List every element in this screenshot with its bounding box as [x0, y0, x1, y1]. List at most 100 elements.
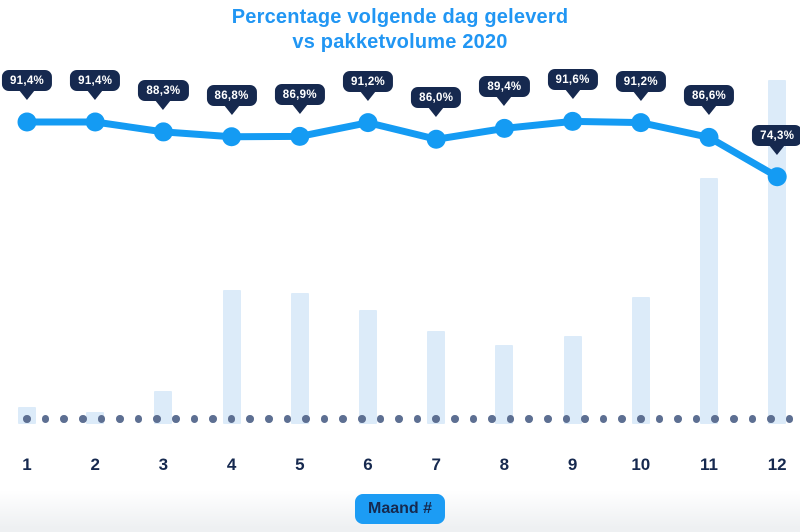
callout-value-label: 88,3%: [138, 79, 189, 101]
percentage-line: [23, 117, 781, 181]
callout-value-label: 86,0%: [411, 87, 462, 109]
baseline-dot: [190, 415, 199, 423]
baseline-dot: [711, 415, 719, 423]
value-callout-month-7: 86,0%: [411, 87, 462, 118]
baseline-dot: [376, 415, 385, 423]
baseline-dot: [358, 415, 366, 423]
baseline-dot: [23, 415, 31, 423]
value-callout-month-2: 91,4%: [70, 70, 121, 100]
baseline-dot: [227, 415, 236, 423]
volume-bar-month-5: [290, 293, 309, 424]
baseline-dot: [562, 415, 571, 423]
baseline-dot: [60, 415, 68, 423]
x-axis-label-month-1: 1: [22, 455, 32, 474]
value-callout-month-10: 91,2%: [615, 70, 666, 101]
value-callout-month-6: 91,2%: [342, 70, 394, 101]
x-axis-label-month-11: 11: [700, 455, 718, 474]
x-axis-label-month-3: 3: [158, 455, 169, 474]
baseline-dot: [451, 415, 459, 423]
data-point-month-4: [222, 127, 242, 147]
data-point-month-6: [358, 113, 378, 133]
baseline-dot: [785, 415, 794, 423]
baseline-dot: [246, 415, 254, 423]
baseline-dot: [637, 415, 645, 423]
baseline-dot: [748, 415, 757, 423]
x-axis-label-month-8: 8: [499, 455, 510, 474]
callout-tail: [359, 90, 376, 101]
data-point-month-11: [699, 127, 719, 147]
volume-bar-month-9: [563, 336, 582, 424]
callout-tail: [564, 89, 581, 100]
callout-tail: [223, 104, 240, 115]
baseline-dot: [599, 415, 608, 423]
chart-title: Percentage volgende dag geleverd vs pakk…: [0, 5, 800, 55]
baseline-dot: [283, 415, 292, 423]
data-point-month-2: [85, 112, 105, 132]
volume-bar-month-4: [222, 289, 241, 424]
x-axis-label-month-2: 2: [90, 455, 100, 474]
x-axis-label-month-4: 4: [226, 455, 237, 474]
baseline-dot: [767, 415, 775, 423]
value-callout-month-1: 91,4%: [1, 70, 53, 100]
callout-value-label: 91,2%: [615, 70, 666, 92]
baseline-dot: [395, 415, 403, 423]
value-callout-month-9: 91,6%: [547, 69, 598, 100]
callout-value-label: 86,8%: [206, 84, 257, 106]
baseline-dot: [674, 415, 682, 423]
callout-value-label: 91,4%: [1, 70, 53, 91]
baseline-dot: [506, 415, 515, 423]
callout-tail: [87, 90, 104, 100]
baseline-dot: [153, 415, 161, 423]
x-axis-label-month-6: 6: [363, 455, 373, 474]
callout-tail: [291, 104, 308, 115]
baseline-dot: [525, 415, 533, 423]
data-point-month-8: [494, 118, 514, 138]
baseline-dot: [41, 415, 50, 423]
volume-bar-month-11: [700, 178, 718, 424]
data-point-month-10: [631, 113, 651, 133]
baseline-dot: [302, 415, 310, 423]
volume-bar-month-8: [495, 344, 514, 424]
value-callout-month-12: 74,3%: [752, 124, 800, 155]
callout-value-label: 86,9%: [274, 84, 325, 106]
baseline-dot: [730, 415, 738, 423]
data-point-month-1: [17, 112, 37, 132]
baseline-dot: [655, 415, 664, 423]
volume-bar-month-7: [427, 331, 446, 424]
baseline-dot: [413, 415, 422, 423]
value-callout-month-11: 86,6%: [683, 85, 735, 116]
chart-title-line1: Percentage volgende dag geleverd: [231, 6, 569, 28]
baseline-dot: [320, 415, 329, 423]
value-callout-month-4: 86,8%: [206, 84, 257, 115]
callout-value-label: 74,3%: [752, 124, 800, 146]
baseline-dot: [339, 415, 347, 423]
baseline-dot: [265, 415, 273, 423]
baseline-dot: [469, 415, 478, 423]
value-callout-month-5: 86,9%: [274, 84, 325, 115]
callout-tail: [769, 144, 786, 155]
data-point-month-3: [153, 122, 173, 142]
data-point-month-5: [290, 126, 310, 146]
baseline-dot: [432, 415, 440, 423]
chart-title-line2: vs pakketvolume 2020: [292, 31, 508, 53]
callout-value-label: 91,2%: [342, 70, 394, 92]
callout-tail: [496, 96, 513, 107]
value-callout-month-3: 88,3%: [138, 79, 189, 110]
baseline-dot: [488, 415, 496, 423]
callout-tail: [428, 107, 445, 118]
callout-tail: [632, 90, 649, 101]
callout-tail: [700, 105, 717, 116]
baseline-dot: [209, 415, 217, 423]
baseline-dot: [79, 415, 87, 423]
x-axis-label-month-5: 5: [295, 455, 305, 474]
baseline-dot: [134, 415, 143, 423]
callout-value-label: 86,6%: [683, 85, 735, 107]
x-axis-title-pill: Maand #: [354, 494, 446, 524]
baseline-dot: [97, 415, 106, 423]
callout-tail: [18, 90, 35, 100]
x-axis-label-month-12: 12: [767, 455, 787, 474]
x-axis-title-label: Maand #: [367, 500, 433, 517]
x-axis-label-month-10: 10: [631, 455, 651, 474]
value-callout-month-8: 89,4%: [479, 76, 530, 107]
